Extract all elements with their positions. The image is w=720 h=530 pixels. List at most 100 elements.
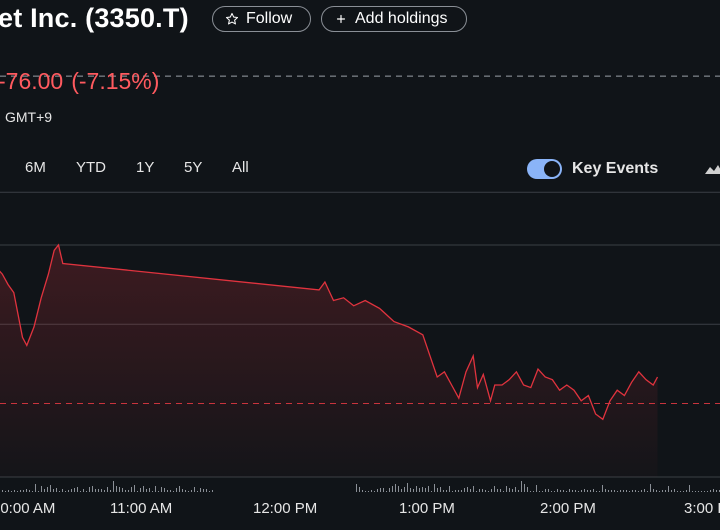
volume-bar xyxy=(71,489,72,492)
toggle-knob xyxy=(544,161,560,177)
volume-bar xyxy=(89,487,90,492)
volume-bar xyxy=(65,491,66,492)
volume-bar xyxy=(473,486,474,492)
volume-bar xyxy=(716,490,717,492)
volume-bar xyxy=(35,484,36,492)
volume-bar xyxy=(191,490,192,492)
volume-bar xyxy=(629,491,630,492)
volume-bar xyxy=(509,488,510,492)
volume-bar xyxy=(170,490,171,492)
volume-bar xyxy=(506,486,507,492)
volume-bar xyxy=(443,490,444,492)
price-line xyxy=(0,243,659,421)
volume-bar xyxy=(542,491,543,492)
volume-bar xyxy=(635,490,636,492)
price-change: -76.00 (-7.15%) xyxy=(0,68,159,95)
volume-bar xyxy=(446,490,447,492)
volume-bar xyxy=(554,491,555,492)
volume-bar xyxy=(122,488,123,492)
volume-bar xyxy=(101,489,102,492)
add-holdings-button[interactable]: Add holdings xyxy=(321,6,467,32)
follow-button[interactable]: Follow xyxy=(212,6,311,32)
volume-bar xyxy=(23,490,24,492)
volume-bar xyxy=(626,490,627,492)
volume-bar xyxy=(179,486,180,492)
volume-bar xyxy=(503,491,504,492)
volume-bar xyxy=(701,491,702,492)
volume-bar xyxy=(488,491,489,492)
volume-bar xyxy=(17,491,18,492)
x-tick-label: 10:00 AM xyxy=(0,500,56,517)
volume-bar xyxy=(416,486,417,492)
volume-bar xyxy=(209,491,210,492)
volume-bar xyxy=(359,487,360,492)
range-all[interactable]: All xyxy=(232,159,249,176)
plus-icon xyxy=(336,14,346,24)
volume-bar xyxy=(644,489,645,492)
volume-bar xyxy=(29,490,30,492)
volume-bar xyxy=(44,489,45,492)
volume-bar xyxy=(647,491,648,492)
volume-bar xyxy=(449,486,450,492)
volume-bar xyxy=(596,491,597,492)
key-events-toggle[interactable] xyxy=(527,159,562,179)
volume-bar xyxy=(533,491,534,492)
range-6m[interactable]: 6M xyxy=(25,159,46,176)
volume-bar xyxy=(674,489,675,492)
volume-bar xyxy=(8,490,9,492)
volume-bar xyxy=(38,491,39,492)
volume-bar xyxy=(410,488,411,492)
volume-bar xyxy=(575,490,576,492)
volume-bar xyxy=(143,486,144,492)
volume-bar xyxy=(386,491,387,492)
volume-bar xyxy=(26,489,27,492)
range-5y[interactable]: 5Y xyxy=(184,159,203,176)
volume-bar xyxy=(500,489,501,492)
volume-bar xyxy=(182,489,183,492)
volume-bar xyxy=(659,491,660,492)
volume-bar xyxy=(74,488,75,492)
volume-bar xyxy=(155,486,156,492)
x-tick-label: 3:00 PM xyxy=(684,500,720,517)
volume-bar xyxy=(11,491,12,492)
range-1y[interactable]: 1Y xyxy=(136,159,155,176)
x-tick-label: 12:00 PM xyxy=(253,500,318,517)
volume-bar xyxy=(461,490,462,492)
volume-bar xyxy=(425,488,426,492)
volume-bar xyxy=(203,489,204,492)
volume-bar xyxy=(374,491,375,492)
volume-bar xyxy=(407,483,408,492)
volume-bar xyxy=(422,487,423,492)
volume-bar xyxy=(134,485,135,492)
mountain-chart-icon[interactable] xyxy=(704,162,720,176)
change-value: -76.00 xyxy=(0,68,64,94)
volume-bar xyxy=(146,489,147,492)
volume-bar xyxy=(59,491,60,492)
volume-bar xyxy=(185,490,186,492)
timezone-label: GMT+9 xyxy=(5,109,53,125)
volume-bar xyxy=(50,485,51,492)
volume-bar xyxy=(200,488,201,492)
volume-bar xyxy=(431,491,432,492)
volume-bar xyxy=(560,490,561,492)
volume-bar xyxy=(383,488,384,492)
volume-bar xyxy=(611,490,612,492)
volume-bar xyxy=(68,490,69,492)
volume-bar xyxy=(569,489,570,492)
volume-bar xyxy=(686,490,687,492)
volume-bar xyxy=(161,487,162,492)
volume-bar xyxy=(53,489,54,492)
volume-bar xyxy=(392,486,393,492)
volume-bar xyxy=(470,489,471,492)
range-ytd[interactable]: YTD xyxy=(76,159,106,176)
volume-bar xyxy=(368,491,369,492)
volume-bar xyxy=(32,491,33,492)
volume-bar xyxy=(437,488,438,492)
volume-bar xyxy=(545,489,546,492)
volume-bar xyxy=(176,488,177,492)
volume-bar xyxy=(584,489,585,492)
volume-bar xyxy=(689,485,690,492)
key-events-label: Key Events xyxy=(572,160,659,177)
page-title: et Inc. (3350.T) xyxy=(0,3,189,33)
